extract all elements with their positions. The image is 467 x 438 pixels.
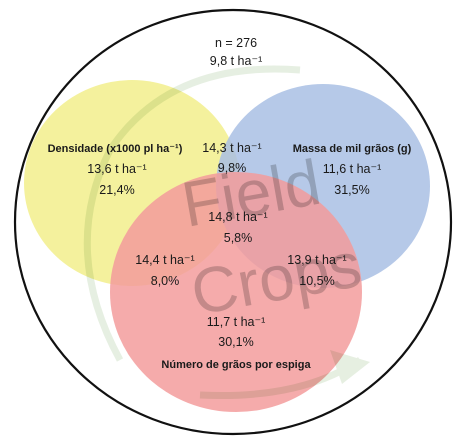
density-grains-pct: 8,0% xyxy=(151,274,180,288)
all-three-yield: 14,8 t ha⁻¹ xyxy=(208,210,267,224)
density-mass-yield: 14,3 t ha⁻¹ xyxy=(202,141,261,155)
mass-pct: 31,5% xyxy=(334,183,369,197)
total-yield: 9,8 t ha⁻¹ xyxy=(210,54,262,68)
density-title: Densidade (x1000 pl ha⁻¹) xyxy=(48,143,183,155)
density-mass-pct: 9,8% xyxy=(218,161,247,175)
mass-yield: 11,6 t ha⁻¹ xyxy=(323,162,381,176)
all-three-pct: 5,8% xyxy=(224,231,253,245)
grains-yield: 11,7 t ha⁻¹ xyxy=(207,315,265,329)
density-yield: 13,6 t ha⁻¹ xyxy=(87,162,146,176)
density-grains-yield: 14,4 t ha⁻¹ xyxy=(135,253,194,267)
total-n: n = 276 xyxy=(215,36,257,50)
density-pct: 21,4% xyxy=(99,183,134,197)
mass-grains-yield: 13,9 t ha⁻¹ xyxy=(287,253,346,267)
grains-circle xyxy=(110,172,362,412)
mass-title: Massa de mil grãos (g) xyxy=(293,143,412,155)
grains-pct: 30,1% xyxy=(218,335,253,349)
mass-grains-pct: 10,5% xyxy=(299,274,334,288)
grains-title: Número de grãos por espiga xyxy=(161,359,311,371)
